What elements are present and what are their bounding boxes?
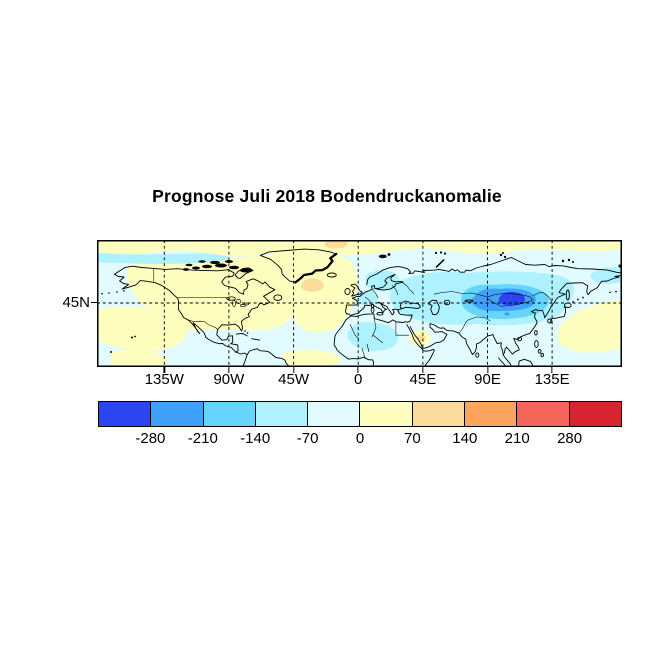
greenland: [259, 248, 338, 284]
x-tick-label: 135W: [144, 371, 184, 388]
colorbar-tick-label: -210: [187, 430, 218, 447]
colorbar-tick-label: -70: [296, 430, 319, 447]
colorbar-tick-label: 0: [355, 430, 365, 447]
colorbar-segment: [568, 402, 621, 426]
colorbar-segment: [516, 402, 569, 426]
colorbar-segment: [411, 402, 465, 426]
colorbar-segment: [202, 402, 255, 426]
map-plot: [97, 240, 622, 367]
y-axis-label-45n: 45N: [62, 294, 90, 311]
map-frame: [97, 240, 622, 367]
colorbar-segment: [150, 402, 203, 426]
colorbar-labels: -280 -210 -140 -70 0 70 140 210 280: [98, 430, 622, 448]
x-tick-label: 45W: [278, 371, 310, 388]
x-tick: [292, 367, 295, 373]
x-tick-label: 45E: [409, 371, 437, 388]
colorbar-segment: [464, 402, 517, 426]
chart-title: Prognose Juli 2018 Bodendruckanomalie: [152, 186, 502, 206]
colorbar-segment: [254, 402, 308, 426]
colorbar: [98, 401, 622, 427]
x-tick: [551, 367, 553, 373]
x-tick-label: 90E: [474, 371, 501, 388]
colorbar-tick-label: -140: [240, 430, 271, 447]
colorbar-tick-label: 280: [557, 430, 583, 447]
x-tick: [163, 367, 165, 373]
x-tick-label: 0: [354, 371, 363, 388]
x-tick-label: 90W: [213, 371, 245, 388]
colorbar-segment: [307, 402, 360, 426]
great-lakes: [226, 296, 249, 307]
colorbar-tick-label: -280: [135, 430, 166, 447]
y-axis-tick: [91, 302, 97, 304]
core-negative-fill: [499, 291, 525, 316]
x-tick: [357, 367, 359, 373]
coastlines: [114, 265, 337, 367]
colorbar-segment: [359, 402, 412, 426]
colorbar-tick-label: 70: [404, 430, 421, 447]
colorbar-tick-label: 140: [452, 430, 478, 447]
positive-anomaly-fills: [97, 240, 622, 367]
x-tick-label: 135E: [534, 371, 570, 388]
x-tick: [422, 367, 424, 373]
x-tick: [486, 367, 489, 373]
colorbar-tick-label: 210: [504, 430, 530, 447]
x-axis-labels: 135W 90W 45W 0 45E 90E 135E: [97, 371, 622, 389]
colorbar-segment: [99, 402, 151, 426]
x-axis-ticks: [97, 367, 622, 373]
x-tick: [228, 367, 230, 373]
gridlines: [97, 240, 622, 367]
